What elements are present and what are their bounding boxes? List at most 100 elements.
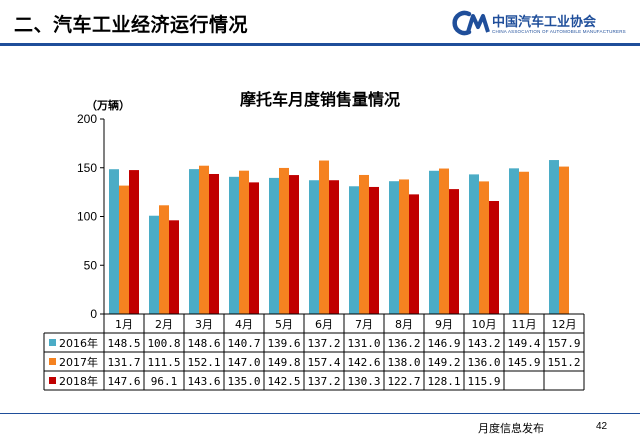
bar [229, 176, 239, 314]
y-tick-label: 100 [77, 210, 97, 224]
bar [559, 166, 569, 314]
footer-divider [0, 413, 640, 414]
x-category-label: 2月 [155, 318, 173, 331]
data-label: 131.0 [347, 337, 380, 350]
data-label: 147.0 [227, 356, 260, 369]
bar [479, 181, 489, 314]
bar [359, 174, 369, 314]
legend-swatch [49, 339, 56, 346]
data-label: 157.9 [547, 337, 580, 350]
legend-label: 2018年 [59, 374, 98, 388]
data-label: 137.2 [307, 337, 340, 350]
legend-swatch [49, 358, 56, 365]
x-category-label: 6月 [315, 318, 333, 331]
data-label: 128.1 [427, 375, 460, 388]
legend-swatch [49, 377, 56, 384]
chart-title: 摩托车月度销售量情况 [239, 90, 400, 109]
x-category-label: 7月 [355, 318, 373, 331]
x-category-label: 3月 [195, 318, 213, 331]
x-category-label: 9月 [435, 318, 453, 331]
bar [119, 185, 129, 314]
bar [199, 165, 209, 314]
data-label: 142.5 [267, 375, 300, 388]
data-label: 148.6 [187, 337, 220, 350]
data-label: 147.6 [107, 375, 140, 388]
data-label: 146.9 [427, 337, 460, 350]
data-label: 131.7 [107, 356, 140, 369]
data-label: 143.2 [467, 337, 500, 350]
bar [209, 173, 219, 314]
data-label: 140.7 [227, 337, 260, 350]
x-category-label: 4月 [235, 318, 253, 331]
bar [349, 186, 359, 314]
bar [399, 179, 409, 314]
bar [329, 180, 339, 314]
data-label: 122.7 [387, 375, 420, 388]
bar [509, 168, 519, 314]
bar [389, 181, 399, 314]
slide-title: 二、汽车工业经济运行情况 [14, 14, 249, 36]
y-axis-unit-label: （万辆） [86, 99, 130, 112]
bar [469, 174, 479, 314]
x-category-label: 10月 [472, 318, 497, 331]
data-label: 137.2 [307, 375, 340, 388]
bar [309, 180, 319, 314]
legend-label: 2017年 [59, 355, 98, 369]
bar [149, 215, 159, 314]
bar [549, 160, 559, 314]
data-label: 152.1 [187, 356, 220, 369]
bar [109, 169, 119, 314]
y-tick-label: 50 [84, 258, 98, 272]
bar [289, 175, 299, 314]
bar [369, 186, 379, 314]
bar [409, 194, 419, 314]
caam-logo-icon [452, 10, 490, 36]
data-label: 143.6 [187, 375, 220, 388]
data-label: 135.0 [227, 375, 260, 388]
logo-org-name: 中国汽车工业协会 [492, 15, 597, 30]
logo-org-name-en: CHINA ASSOCIATION OF AUTOMOBILE MANUFACT… [492, 29, 626, 34]
data-label: 149.4 [507, 337, 540, 350]
bar [129, 170, 139, 314]
data-label: 151.2 [547, 356, 580, 369]
data-label: 138.0 [387, 356, 420, 369]
page-number: 42 [596, 421, 608, 432]
y-tick-label: 150 [77, 161, 97, 175]
x-category-label: 1月 [115, 318, 133, 331]
x-category-label: 12月 [552, 318, 577, 331]
bar [239, 170, 249, 314]
data-label: 139.6 [267, 337, 300, 350]
data-label: 157.4 [307, 356, 340, 369]
data-label: 136.0 [467, 356, 500, 369]
bar [279, 167, 289, 314]
bar [159, 205, 169, 314]
bar [269, 177, 279, 314]
bar [439, 168, 449, 314]
footer-text: 月度信息发布 [478, 422, 544, 435]
x-category-label: 11月 [512, 318, 537, 331]
data-label: 149.8 [267, 356, 300, 369]
bar [449, 189, 459, 314]
bar [249, 182, 259, 314]
data-label: 136.2 [387, 337, 420, 350]
header-divider [0, 43, 640, 46]
data-label: 142.6 [347, 356, 380, 369]
data-label: 111.5 [147, 356, 180, 369]
data-label: 145.9 [507, 356, 540, 369]
legend-label: 2016年 [59, 336, 98, 350]
bar [429, 170, 439, 314]
caam-logo: 中国汽车工业协会 CHINA ASSOCIATION OF AUTOMOBILE… [452, 8, 632, 40]
bar [489, 200, 499, 314]
data-label: 149.2 [427, 356, 460, 369]
bar [189, 169, 199, 314]
bar [519, 171, 529, 314]
x-category-label: 8月 [395, 318, 413, 331]
y-tick-label: 0 [90, 307, 97, 321]
data-label: 148.5 [107, 337, 140, 350]
data-label: 130.3 [347, 375, 380, 388]
x-category-label: 5月 [275, 318, 293, 331]
data-label: 100.8 [147, 337, 180, 350]
bar [319, 160, 329, 314]
